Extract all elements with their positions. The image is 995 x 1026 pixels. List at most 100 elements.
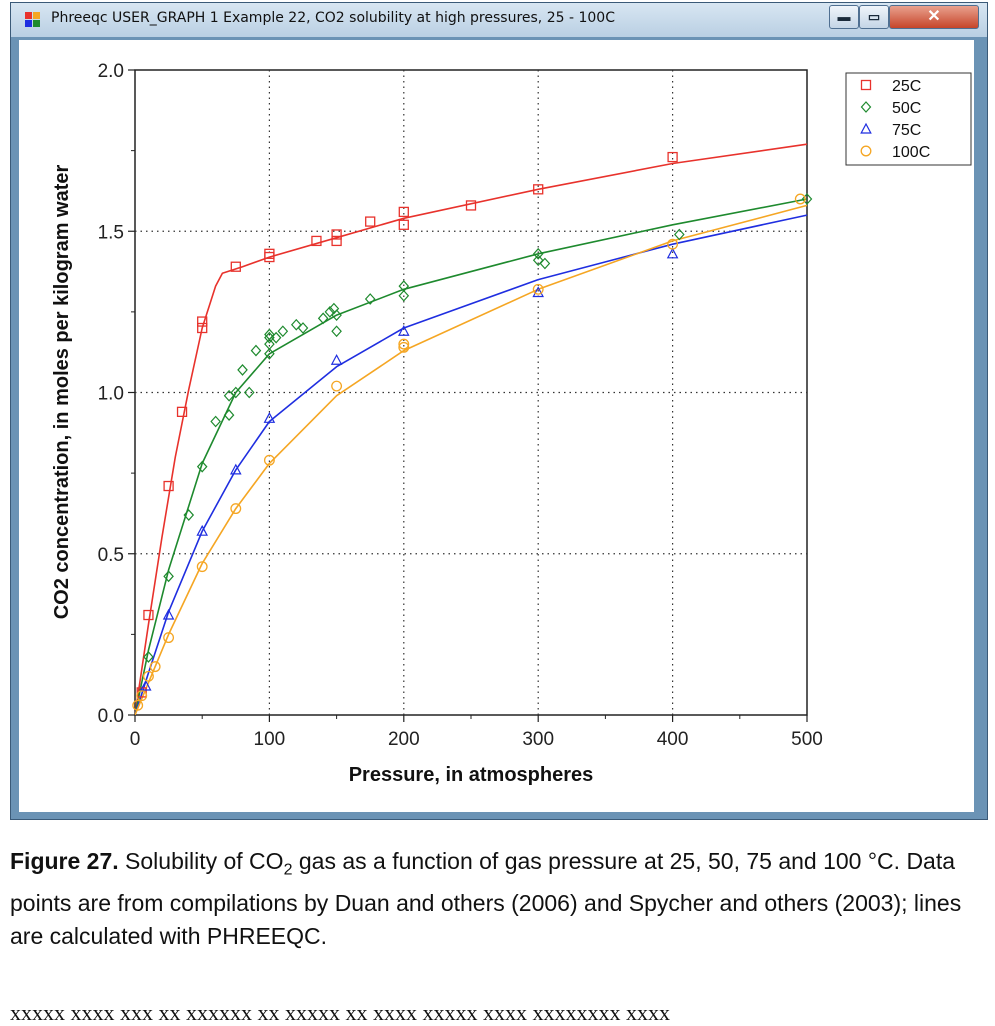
data-point-25C bbox=[143, 609, 154, 621]
data-point-100C bbox=[794, 193, 806, 205]
data-point-100C bbox=[230, 503, 242, 515]
data-point-50C bbox=[183, 509, 195, 521]
data-point-100C bbox=[163, 632, 175, 644]
caption-text-start: Solubility of CO bbox=[118, 848, 284, 874]
data-point-25C bbox=[230, 261, 241, 272]
data-point-75C bbox=[139, 679, 152, 691]
data-point-50C bbox=[250, 344, 262, 357]
legend-marker-50C bbox=[860, 101, 872, 113]
data-point-75C bbox=[162, 608, 175, 620]
data-point-50C bbox=[230, 386, 242, 399]
x-axis-label: Pressure, in atmospheres bbox=[349, 764, 594, 786]
maximize-button[interactable]: ▭ bbox=[859, 5, 889, 29]
data-point-75C bbox=[532, 286, 544, 298]
data-point-100C bbox=[263, 454, 275, 466]
x-tick-label: 500 bbox=[791, 729, 823, 750]
data-point-100C bbox=[196, 561, 208, 573]
series-line-100C bbox=[134, 204, 808, 716]
series-line-25C bbox=[134, 143, 808, 716]
x-tick-label: 200 bbox=[388, 729, 420, 750]
data-point-50C bbox=[324, 305, 336, 318]
legend-label-100C: 100C bbox=[892, 144, 930, 161]
data-point-25C bbox=[197, 322, 208, 334]
y-tick-label: 0.0 bbox=[98, 706, 124, 727]
data-point-25C bbox=[365, 216, 376, 227]
app-icon bbox=[25, 12, 41, 28]
data-point-25C bbox=[465, 200, 477, 211]
legend-marker-75C bbox=[860, 122, 872, 134]
data-point-100C bbox=[398, 341, 410, 353]
window-title: Phreeqc USER_GRAPH 1 Example 22, CO2 sol… bbox=[51, 10, 615, 26]
data-point-25C bbox=[197, 316, 208, 327]
legend-label-50C: 50C bbox=[892, 100, 921, 117]
data-point-100C bbox=[667, 238, 679, 250]
data-point-100C bbox=[149, 661, 161, 673]
data-point-100C bbox=[132, 699, 144, 711]
minimize-button[interactable]: ▬ bbox=[829, 5, 859, 29]
data-point-50C bbox=[398, 280, 410, 292]
figure-caption: Figure 27. Solubility of CO2 gas as a fu… bbox=[10, 845, 985, 953]
y-tick-label: 0.5 bbox=[98, 545, 124, 566]
legend-box bbox=[845, 72, 972, 166]
data-point-25C bbox=[398, 219, 409, 230]
y-axis-label: CO2 concentration, in moles per kilogram… bbox=[51, 165, 73, 620]
title-bar[interactable]: Phreeqc USER_GRAPH 1 Example 22, CO2 sol… bbox=[11, 3, 987, 37]
data-point-75C bbox=[666, 247, 679, 259]
body-text-partial: xxxxx xxxx xxx xx xxxxxx xx xxxxx xx xxx… bbox=[10, 1000, 670, 1025]
data-point-75C bbox=[398, 324, 410, 336]
data-point-100C bbox=[398, 338, 410, 350]
data-point-50C bbox=[801, 193, 813, 205]
data-point-25C bbox=[163, 480, 174, 492]
data-point-100C bbox=[136, 690, 148, 702]
data-point-50C bbox=[196, 460, 208, 473]
data-point-75C bbox=[263, 412, 276, 423]
x-tick-label: 300 bbox=[522, 729, 554, 750]
data-point-50C bbox=[264, 347, 275, 360]
data-point-50C bbox=[264, 338, 275, 351]
data-point-50C bbox=[223, 409, 235, 421]
series-line-50C bbox=[134, 198, 808, 716]
data-point-50C bbox=[290, 318, 302, 331]
data-point-25C bbox=[533, 184, 544, 195]
legend-marker-100C bbox=[860, 145, 872, 157]
y-tick-label: 1.0 bbox=[98, 384, 124, 405]
data-point-50C bbox=[331, 325, 342, 338]
data-point-50C bbox=[277, 325, 289, 338]
series-line-75C bbox=[134, 214, 808, 716]
data-point-25C bbox=[398, 206, 409, 218]
data-point-75C bbox=[196, 524, 209, 536]
data-point-50C bbox=[243, 386, 255, 399]
data-point-50C bbox=[163, 570, 174, 583]
data-point-75C bbox=[330, 353, 343, 365]
data-point-50C bbox=[143, 651, 154, 663]
legend-label-25C: 25C bbox=[892, 78, 921, 95]
caption-text-end: gas as a function of gas pressure at 25,… bbox=[10, 848, 962, 949]
data-point-25C bbox=[176, 406, 188, 418]
x-tick-label: 0 bbox=[130, 729, 141, 750]
data-point-100C bbox=[142, 670, 154, 682]
y-tick-label: 1.5 bbox=[98, 222, 124, 243]
data-point-25C bbox=[667, 151, 678, 163]
data-point-50C bbox=[237, 364, 248, 376]
chart-area: 0 100 200 300 400 500 0.0 0.5 1.0 1.5 2.0 Pressure… bbox=[19, 40, 974, 812]
data-point-100C bbox=[532, 283, 544, 295]
data-point-25C bbox=[331, 235, 342, 247]
data-point-50C bbox=[270, 331, 282, 344]
data-point-50C bbox=[317, 312, 329, 325]
caption-figure-label: Figure 27. bbox=[10, 848, 119, 874]
data-point-50C bbox=[210, 415, 221, 428]
data-point-75C bbox=[229, 463, 242, 475]
data-point-50C bbox=[674, 228, 685, 241]
data-point-50C bbox=[539, 257, 551, 270]
graph-window: Phreeqc USER_GRAPH 1 Example 22, CO2 sol… bbox=[10, 2, 988, 820]
legend-label-75C: 75C bbox=[892, 122, 921, 139]
close-button[interactable]: ✕ bbox=[889, 5, 979, 29]
data-point-100C bbox=[331, 380, 343, 392]
data-point-25C bbox=[264, 248, 275, 259]
x-tick-label: 400 bbox=[657, 729, 689, 750]
legend: 25C 50C 75C 100C bbox=[845, 72, 972, 166]
data-point-25C bbox=[331, 229, 342, 240]
x-tick-label: 100 bbox=[254, 729, 286, 750]
chart: 0 100 200 300 400 500 0.0 0.5 1.0 1.5 2.0 Pressure… bbox=[51, 61, 972, 786]
y-tick-label: 2.0 bbox=[98, 61, 124, 82]
